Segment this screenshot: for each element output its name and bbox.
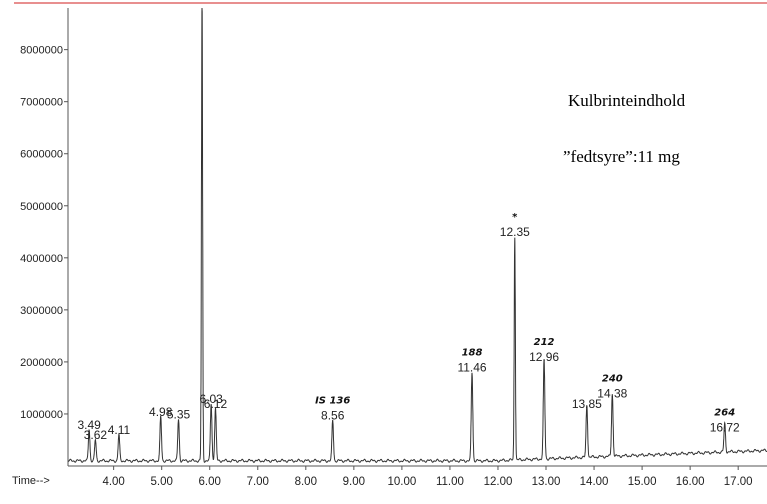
y-tick-label: 5000000 (20, 201, 63, 213)
y-tick-label: 4000000 (20, 253, 63, 265)
y-tick-label: 6000000 (20, 149, 63, 161)
x-tick-label: 13.00 (532, 476, 561, 488)
y-tick-label: 8000000 (20, 45, 63, 57)
peak-label: 6.12 (204, 397, 228, 411)
x-tick-label: 12.00 (484, 476, 513, 488)
y-tick-label: 2000000 (20, 357, 63, 369)
handwritten-note: 240 (602, 374, 623, 385)
peak-label: 14.38 (597, 387, 627, 401)
peak-label: 11.46 (457, 361, 486, 375)
peak-label: 12.96 (529, 350, 559, 364)
x-tick-label: 11.00 (436, 476, 464, 488)
x-tick-label: 4.00 (102, 476, 124, 488)
handwritten-note: 212 (534, 337, 555, 348)
y-tick-label: 1000000 (20, 409, 63, 421)
x-tick-label: 10.00 (387, 476, 416, 488)
y-tick-label: 3000000 (20, 305, 63, 317)
peak-label: 12.35 (500, 225, 530, 239)
handwritten-note: IS 136 (315, 395, 350, 406)
x-tick-label: 6.00 (199, 476, 221, 488)
peak-label: 3.62 (84, 428, 108, 442)
x-tick-label: 9.00 (343, 476, 365, 488)
handwritten-note: * (512, 212, 518, 223)
x-tick-label: 5.00 (150, 476, 172, 488)
handwritten-note: 264 (714, 407, 735, 418)
peak-label: 4.11 (108, 423, 131, 437)
overlay-line-2: ”fedtsyre”:11 mg (563, 147, 680, 166)
peak-label: 16.72 (710, 420, 740, 434)
handwritten-annotations: IS 136 188 * 212 240 264 (315, 212, 735, 418)
y-axis-ticks: 1000000 2000000 3000000 4000000 5000000 60000… (20, 45, 68, 421)
peak-label: 8.56 (321, 408, 345, 422)
peak-labels: 3.493.62 4.114.985.356.036.128.5611.4612.… (77, 225, 740, 442)
y-tick-label: 7000000 (20, 97, 63, 109)
x-tick-label: 7.00 (247, 476, 269, 488)
chromatogram-trace (68, 8, 767, 462)
handwritten-note: 188 (462, 348, 483, 359)
x-tick-label: 15.00 (628, 476, 657, 488)
x-tick-label: 8.00 (295, 476, 317, 488)
peak-label: 5.35 (167, 407, 191, 421)
x-tick-label: 14.00 (580, 476, 609, 488)
x-axis-ticks: 4.00 5.00 6.00 7.00 8.00 9.00 10.00 11.00 12.00 1… (102, 466, 752, 488)
x-tick-label: 16.00 (676, 476, 705, 488)
x-tick-label: 17.00 (724, 476, 753, 488)
x-axis-prefix: Time--> (12, 475, 50, 487)
overlay-line-1: Kulbrinteindhold (568, 91, 686, 110)
